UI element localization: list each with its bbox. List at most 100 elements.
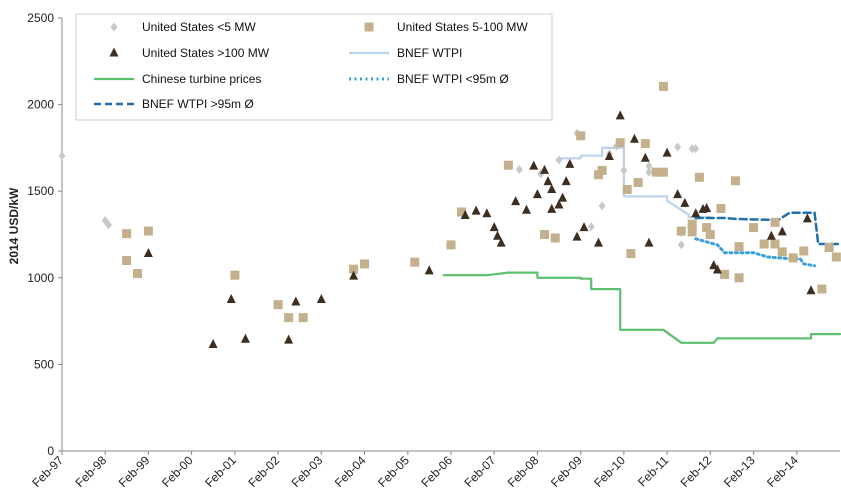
data-point <box>133 268 143 278</box>
data-point <box>547 183 557 193</box>
data-point <box>694 172 704 182</box>
y-tick-label: 0 <box>47 444 54 458</box>
data-point <box>806 285 816 295</box>
x-tick-label: Feb-04 <box>332 453 369 490</box>
data-point <box>284 313 294 323</box>
data-point <box>424 265 434 275</box>
data-point <box>644 237 654 247</box>
data-point <box>716 204 726 214</box>
data-point <box>658 167 668 177</box>
data-point <box>349 270 359 280</box>
legend: United States <5 MW United States 5-100 M… <box>75 13 553 121</box>
data-point <box>349 264 359 274</box>
y-tick-label: 2000 <box>27 98 54 112</box>
data-point <box>645 161 653 171</box>
data-point <box>687 219 697 229</box>
data-point <box>629 133 639 143</box>
data-point <box>709 260 719 270</box>
data-point <box>226 293 236 303</box>
data-point <box>550 233 560 243</box>
x-tick-label: Feb-05 <box>375 453 412 490</box>
data-point <box>105 220 113 230</box>
legend-label: United States <5 MW <box>142 20 256 34</box>
legend-label: United States >100 MW <box>142 46 270 60</box>
data-point <box>720 269 730 279</box>
data-point <box>482 208 492 218</box>
data-point <box>291 296 301 306</box>
data-point <box>770 239 780 249</box>
data-point <box>316 293 326 303</box>
series-points <box>58 66 841 348</box>
x-tick-label: Feb-00 <box>159 453 196 490</box>
data-point <box>122 229 132 239</box>
series-line <box>442 271 841 344</box>
x-tick-label: Feb-08 <box>505 453 542 490</box>
data-point <box>712 264 722 274</box>
data-point <box>554 199 564 209</box>
data-point <box>777 247 787 257</box>
legend-marker <box>109 47 119 57</box>
x-tick-label: Feb-97 <box>29 453 66 490</box>
data-point <box>676 226 686 236</box>
data-point <box>457 207 467 217</box>
data-point <box>122 255 132 265</box>
data-point <box>143 226 153 236</box>
data-point <box>539 164 549 174</box>
data-point <box>640 152 650 162</box>
legend-marker <box>364 22 374 32</box>
data-point <box>539 230 549 239</box>
legend-label: BNEF WTPI <95m Ø <box>397 72 509 86</box>
data-point <box>558 192 568 202</box>
data-point <box>143 248 153 258</box>
data-point <box>622 184 632 194</box>
legend-marker <box>110 22 118 32</box>
data-point <box>645 167 653 177</box>
data-point <box>273 300 283 310</box>
data-point <box>515 165 523 175</box>
x-tick-label: Feb-07 <box>462 453 499 490</box>
data-point <box>208 338 218 348</box>
data-point <box>788 253 798 263</box>
data-point <box>593 237 603 247</box>
x-tick-label: Feb-06 <box>418 453 455 490</box>
x-tick-label: Feb-98 <box>73 453 110 490</box>
data-point <box>674 142 682 152</box>
data-point <box>702 203 712 213</box>
x-tick-label: Feb-03 <box>289 453 326 490</box>
data-point <box>688 144 696 154</box>
data-point <box>58 151 66 161</box>
data-point <box>687 227 697 237</box>
data-point <box>626 249 636 259</box>
data-point <box>471 205 481 215</box>
data-point <box>547 203 557 213</box>
data-point <box>410 257 420 267</box>
data-point <box>604 151 614 161</box>
data-point <box>522 204 532 214</box>
data-point <box>576 131 586 141</box>
data-point <box>692 144 700 154</box>
data-point <box>615 110 625 120</box>
data-point <box>734 242 744 252</box>
y-tick-label: 1500 <box>27 184 54 198</box>
data-point <box>640 139 650 149</box>
data-point <box>284 334 294 344</box>
data-point <box>759 239 769 249</box>
data-point <box>555 155 563 165</box>
data-point <box>662 147 672 157</box>
data-point <box>731 176 741 186</box>
x-tick-label: Feb-99 <box>116 453 153 490</box>
data-point <box>587 222 595 232</box>
data-point <box>496 237 506 247</box>
data-point <box>561 176 571 186</box>
data-point <box>749 223 759 233</box>
data-point <box>446 240 456 250</box>
data-point <box>532 189 542 199</box>
data-point <box>633 178 643 188</box>
legend-label: BNEF WTPI >95m Ø <box>142 97 254 111</box>
data-point <box>824 242 834 252</box>
data-point <box>702 223 712 233</box>
data-point <box>572 231 582 241</box>
data-point <box>680 197 690 207</box>
x-tick-label: Feb-14 <box>764 453 801 490</box>
